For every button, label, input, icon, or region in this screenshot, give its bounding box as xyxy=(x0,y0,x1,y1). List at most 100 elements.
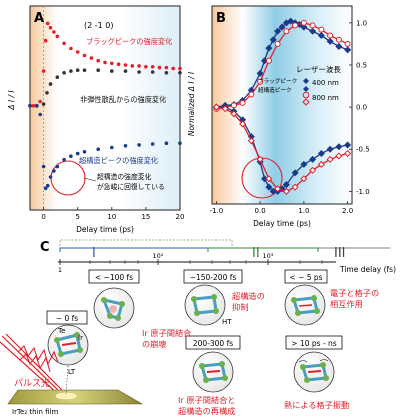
a-point-s2-14 xyxy=(110,145,114,150)
legend-400-bragg-marker xyxy=(303,78,309,84)
a-point-s0-7 xyxy=(48,25,53,30)
phase-1-label: I xyxy=(92,246,96,261)
a-point-s1-7 xyxy=(69,69,73,73)
time-axis-label: Time delay (fs) xyxy=(339,265,396,274)
desc-3-line2: 超構造の再構成 xyxy=(178,406,235,416)
panel-a-note-pointer xyxy=(83,177,97,182)
b-xtick-label-3: 2.0 xyxy=(342,207,353,215)
structure-bubble-5 xyxy=(293,351,335,393)
b-point-s1-11 xyxy=(309,22,316,29)
legend-800: 800 nm xyxy=(312,94,339,102)
a-point-s2-2 xyxy=(38,112,42,117)
panel-a-marks xyxy=(28,6,182,210)
lattice-model-5 xyxy=(298,359,329,383)
time-box-1-text: < ~100 fs xyxy=(95,273,133,282)
b-point-s0-19 xyxy=(335,42,343,50)
b-ytick-label-2: 0.0 xyxy=(356,104,367,112)
b-point-s1-6 xyxy=(265,57,272,64)
a-point-s1-5 xyxy=(55,75,60,79)
b-point-s1-8 xyxy=(283,28,290,35)
a-point-s2-17 xyxy=(150,142,155,146)
time-box-2: ~150-200 fs xyxy=(183,269,243,284)
atom-label-ir: Ir xyxy=(78,334,83,342)
a-xtick-label-0: 0 xyxy=(41,213,45,221)
panel-a: A (2 -1 0) ブラッグピークの強度変化 非弾性散乱からの強度変化 超構造… xyxy=(7,5,184,234)
b-point-s3-10 xyxy=(300,175,308,183)
a-point-s0-10 xyxy=(62,41,66,46)
b-line-s1 xyxy=(216,22,348,110)
b-xtick-label-0: -1.0 xyxy=(210,207,224,215)
time-tick-100: 10² xyxy=(153,252,164,260)
panel-b-xticks: -1.0 0.0 1.0 2.0 xyxy=(210,201,353,215)
a-point-s0-4 xyxy=(41,69,46,73)
a-point-s0-22 xyxy=(144,65,148,69)
b-point-s3-7 xyxy=(274,185,282,193)
b-point-s0-18 xyxy=(326,37,334,45)
panel-b-ylabel: Normalized Δ I / I xyxy=(187,71,196,136)
desc-1-line1: Ir 原子間結合 xyxy=(142,328,191,338)
a-point-s0-25 xyxy=(164,65,169,70)
a-xtick-label-1: 5 xyxy=(75,213,79,221)
a-point-s2-10 xyxy=(69,154,73,158)
time-box-3-text: 200-300 fs xyxy=(193,339,233,348)
a-point-s2-9 xyxy=(62,157,66,162)
lattice-model-1 xyxy=(101,297,125,321)
b-point-s3-13 xyxy=(326,155,334,163)
panel-b: B -1.0 0.0 1.0 2.0 1.0 0.5 0.0 -0.5 -1.0 Delay … xyxy=(187,5,370,228)
legend-400-super-marker xyxy=(303,86,309,92)
b-ytick-label-4: -1.0 xyxy=(356,188,370,196)
b-point-s3-2 xyxy=(230,110,238,118)
b-point-s1-15 xyxy=(344,40,351,47)
pulse-label: パルス光 xyxy=(14,377,50,389)
a-point-s2-13 xyxy=(96,147,100,151)
b-point-s0-12 xyxy=(287,17,295,25)
time-box-5: > 10 ps - ns xyxy=(285,335,343,350)
a-point-s1-11 xyxy=(110,69,114,73)
time-box-0: ~ 0 fs xyxy=(46,310,88,325)
atom-label-te: Te xyxy=(57,327,65,335)
a-point-s0-27 xyxy=(178,66,182,71)
b-point-s1-14 xyxy=(335,36,342,43)
b-point-s1-13 xyxy=(327,32,334,39)
a-point-s0-16 xyxy=(103,60,107,65)
a-point-s0-26 xyxy=(171,66,175,71)
desc-4-line1: 電子と格子の xyxy=(330,288,379,298)
b-point-s3-0 xyxy=(212,103,220,111)
b-point-s3-9 xyxy=(291,183,299,191)
b-point-s1-5 xyxy=(257,78,264,85)
panel-a-index-label: (2 -1 0) xyxy=(84,21,113,30)
a-point-s0-15 xyxy=(96,58,100,63)
desc-2-line1: 超構造の xyxy=(232,291,265,301)
b-ytick-label-3: -0.5 xyxy=(356,146,370,154)
a-point-s0-17 xyxy=(110,61,114,66)
b-point-s0-9 xyxy=(274,27,282,35)
b-point-s3-8 xyxy=(282,187,290,195)
structure-bubble-2 xyxy=(184,284,226,326)
b-point-s0-20 xyxy=(344,46,352,54)
time-tick-1: 1 xyxy=(58,266,62,274)
structure-bubble-3 xyxy=(192,351,234,393)
panel-b-xlabel: Delay time (ps) xyxy=(253,219,311,228)
desc-2-line2: 抑制 xyxy=(232,302,248,312)
b-point-s2-7 xyxy=(265,183,273,191)
structure-bubble-0: Te Ir LT xyxy=(47,324,89,376)
time-box-1: < ~100 fs xyxy=(88,269,140,284)
desc-3-line1: Ir 原子間結合と xyxy=(178,395,236,405)
lattice-model-0 xyxy=(54,332,83,357)
panel-a-xlabel: Delay time (ps) xyxy=(76,225,134,234)
panel-b-yticks: 1.0 0.5 0.0 -0.5 -1.0 xyxy=(349,19,370,196)
b-point-s3-3 xyxy=(239,120,247,128)
b-xtick-label-2: 1.0 xyxy=(298,207,309,215)
b-point-s3-6 xyxy=(265,175,273,183)
b-point-s1-9 xyxy=(292,22,299,29)
phase-3-label: III xyxy=(334,246,346,261)
panel-a-plot-area xyxy=(29,5,181,211)
a-point-s2-16 xyxy=(137,143,141,147)
b-point-s2-15 xyxy=(317,149,325,157)
panel-a-xticks: 0 5 10 15 20 xyxy=(41,207,184,221)
panel-a-note-line1: 超構造の強度変化 xyxy=(97,172,152,181)
a-point-s1-6 xyxy=(62,71,66,75)
a-point-s0-23 xyxy=(150,65,155,69)
phase-2-bracket xyxy=(207,247,319,252)
b-point-s3-14 xyxy=(335,152,343,160)
